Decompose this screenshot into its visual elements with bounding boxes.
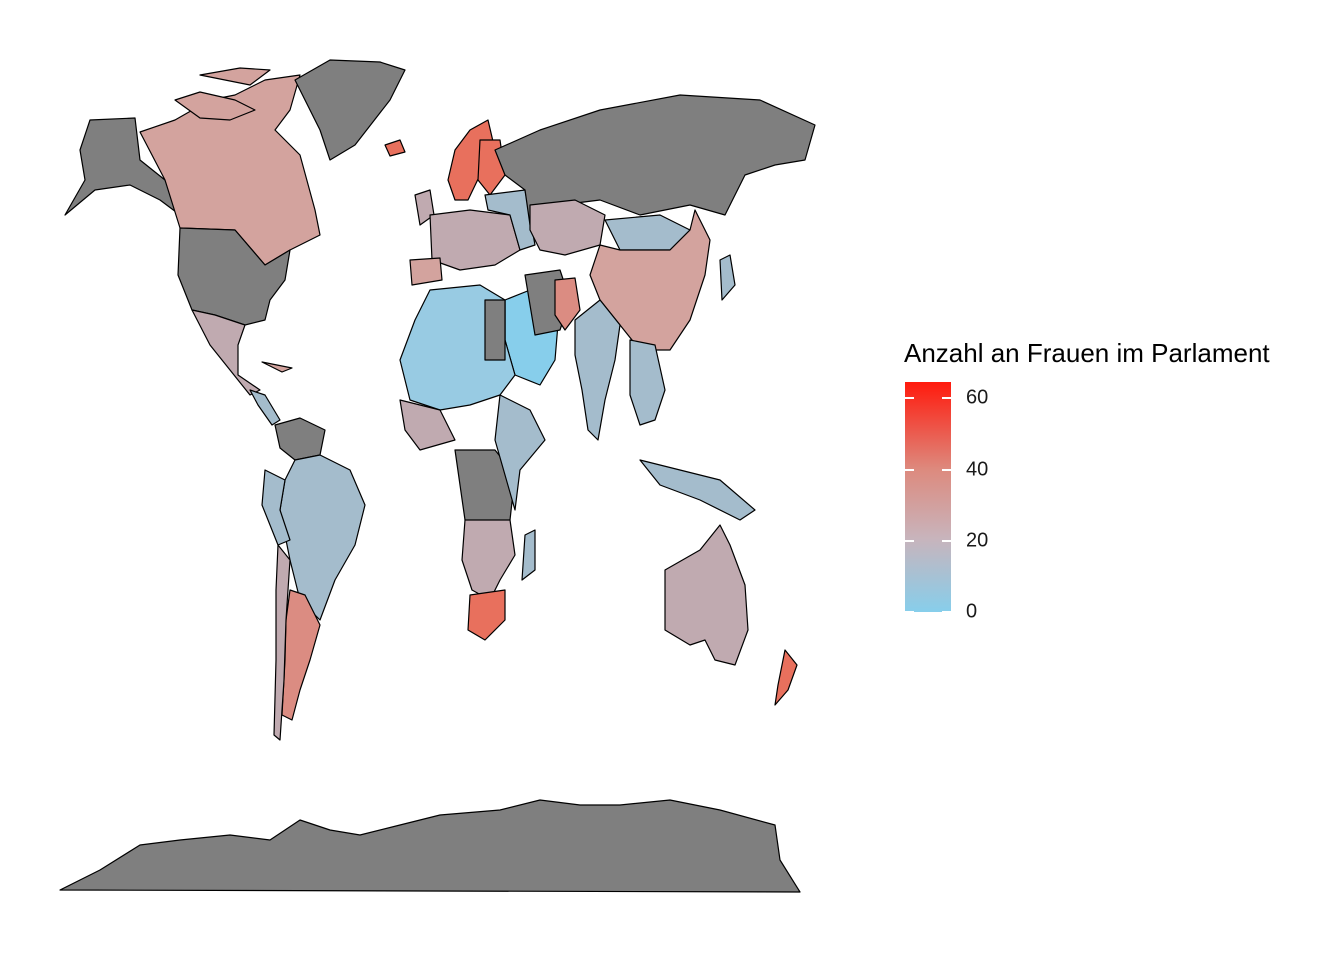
- country-peru: [261, 469, 291, 546]
- country-afghanistan-pakistan: [554, 277, 581, 331]
- country-japan: [719, 254, 736, 301]
- country-egypt: [484, 299, 506, 361]
- country-greenland: [294, 59, 406, 161]
- country-mexico: [191, 309, 261, 396]
- region-east-africa: [494, 394, 546, 511]
- country-colombia-venezuela: [274, 417, 326, 461]
- country-madagascar: [521, 529, 536, 581]
- region-west-africa: [399, 399, 456, 451]
- region-indonesia: [639, 459, 756, 521]
- region-antarctica: [59, 799, 801, 893]
- country-russia: [494, 94, 816, 226]
- legend-title: Anzahl an Frauen im Parlament: [904, 338, 1270, 368]
- legend-tick-label-0: 0: [966, 600, 978, 623]
- region-central-america: [249, 389, 281, 426]
- legend-tick-label-60: 60: [966, 386, 989, 409]
- legend-tick-label-40: 40: [966, 458, 989, 481]
- country-cuba: [261, 361, 293, 373]
- region-western-europe: [429, 209, 521, 271]
- country-australia: [664, 524, 749, 666]
- country-kazakhstan: [529, 199, 606, 256]
- region-southeast-asia: [629, 339, 666, 426]
- legend-colorbar: [905, 382, 951, 612]
- country-south-africa: [467, 589, 506, 641]
- region-canada-arctic: [174, 67, 271, 121]
- country-usa: [177, 227, 291, 326]
- country-spain: [409, 257, 443, 286]
- country-chile: [273, 544, 291, 741]
- country-india: [574, 299, 621, 441]
- country-new-zealand: [774, 649, 798, 706]
- country-iceland: [384, 139, 406, 157]
- region-alaska: [64, 117, 181, 216]
- region-southern-africa: [461, 519, 516, 601]
- legend-tick-label-20: 20: [966, 529, 989, 552]
